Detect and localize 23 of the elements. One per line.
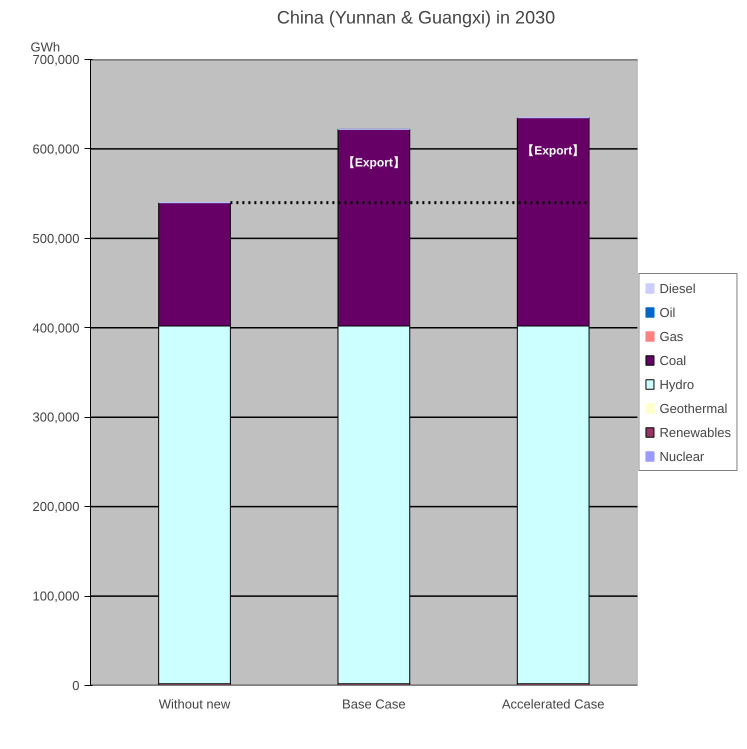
x-tick-label: Accelerated Case (502, 696, 605, 712)
y-tick-label: 600,000 (32, 141, 80, 156)
legend-label: Gas (659, 328, 684, 345)
y-tick-label: 200,000 (32, 499, 80, 514)
y-tick-label: 0 (72, 678, 80, 693)
legend-label: Renewables (659, 424, 731, 441)
legend-label: Nuclear (659, 448, 704, 465)
annotation: 【Export】 (522, 144, 584, 158)
legend-label: Oil (659, 304, 676, 321)
legend-label: Geothermal (659, 400, 728, 417)
legend-label: Coal (659, 352, 686, 369)
x-tick-label: Without new (158, 696, 231, 712)
x-tick-label: Base Case (342, 696, 406, 712)
y-tick-label: 400,000 (32, 320, 80, 336)
annotation: 【Export】 (342, 155, 405, 170)
y-axis-title: GWh (30, 40, 60, 54)
y-tick-label: 700,000 (32, 52, 80, 67)
y-tick-label: 500,000 (32, 230, 80, 246)
y-tick-label: 300,000 (32, 410, 80, 425)
legend-label: Diesel (659, 280, 696, 297)
legend-label: Hydro (659, 376, 694, 393)
chart-title: China (Yunnan & Guangxi) in 2030 (276, 8, 556, 28)
y-tick-label: 100,000 (32, 588, 80, 604)
